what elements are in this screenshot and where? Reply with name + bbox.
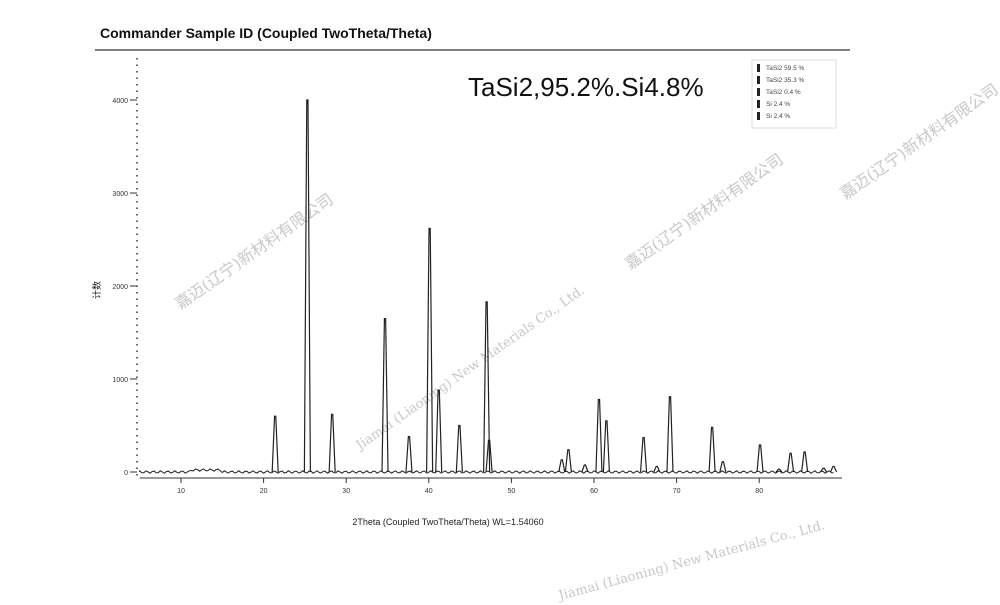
y-axis-label: 计数	[91, 281, 102, 299]
legend-swatch	[757, 76, 760, 84]
peak	[820, 467, 828, 473]
x-axis-label: 2Theta (Coupled TwoTheta/Theta) WL=1.540…	[352, 517, 543, 527]
peak	[558, 459, 566, 473]
peak	[595, 398, 603, 473]
peak	[328, 413, 336, 473]
peak	[786, 452, 795, 473]
peak	[719, 461, 727, 473]
diffraction-pattern	[139, 99, 838, 474]
x-tick-label: 50	[508, 488, 516, 495]
y-tick-label: 2000	[112, 284, 128, 291]
peak	[485, 439, 493, 473]
peak	[602, 420, 610, 473]
legend-box	[751, 59, 837, 129]
x-tick-label: 20	[260, 488, 268, 495]
peak	[708, 426, 716, 473]
legend-swatch	[757, 88, 760, 96]
peak	[653, 465, 661, 473]
peak	[775, 468, 783, 473]
peak	[564, 449, 572, 473]
legend-entry: Si 2.4 %	[766, 113, 790, 120]
x-tick-label: 40	[425, 488, 433, 495]
y-tick-label: 3000	[112, 191, 128, 198]
peak	[271, 415, 279, 473]
legend-entry: TaSi2 59.5 %	[766, 65, 805, 72]
x-tick-label: 80	[755, 488, 763, 495]
axes: 0 1000 2000 3000 4000 10 20 30 40 50 60 70 80	[112, 58, 842, 495]
peak	[639, 436, 648, 473]
watermark-cn: 嘉迈(辽宁)新材料有限公司	[621, 150, 786, 274]
watermark-cn: 嘉迈(辽宁)新材料有限公司	[836, 80, 1000, 204]
legend-entry: Si 2.4 %	[766, 101, 790, 108]
chart-title: Commander Sample ID (Coupled TwoTheta/Th…	[100, 25, 432, 41]
peak	[666, 396, 674, 473]
legend-swatch	[757, 64, 760, 72]
peak	[455, 424, 463, 473]
legend-entry: TaSi2 35.3 %	[766, 77, 805, 84]
y-tick-label: 0	[124, 470, 128, 477]
peak	[801, 451, 809, 473]
legend-entry: TaSi2 0.4 %	[766, 89, 801, 96]
peak	[381, 317, 389, 473]
legend-swatch	[757, 100, 760, 108]
x-tick-label: 30	[342, 488, 350, 495]
peak	[756, 444, 764, 473]
watermark: 嘉迈(辽宁)新材料有限公司 Jiamai (Liaoning) New Mater…	[171, 80, 1000, 605]
watermark-cn: 嘉迈(辽宁)新材料有限公司	[171, 190, 336, 314]
peak	[303, 99, 311, 473]
peak	[581, 464, 589, 473]
peak	[483, 301, 491, 473]
x-tick-label: 60	[590, 488, 598, 495]
y-tick-label: 1000	[112, 377, 128, 384]
x-tick-label: 10	[177, 488, 185, 495]
peak	[435, 389, 443, 473]
peak	[829, 465, 838, 473]
x-tick-label: 70	[673, 488, 681, 495]
composition-annotation: TaSi2,95.2%.Si4.8%	[468, 72, 704, 102]
legend-swatch	[757, 112, 760, 120]
watermark-en: Jiamai (Liaoning) New Materials Co., Ltd…	[555, 518, 826, 604]
y-tick-label: 4000	[112, 98, 128, 105]
peak	[426, 227, 434, 473]
baseline	[139, 468, 834, 474]
peak	[405, 436, 413, 473]
legend: TaSi2 59.5 % TaSi2 35.3 % TaSi2 0.4 % Si 2.…	[751, 59, 837, 129]
